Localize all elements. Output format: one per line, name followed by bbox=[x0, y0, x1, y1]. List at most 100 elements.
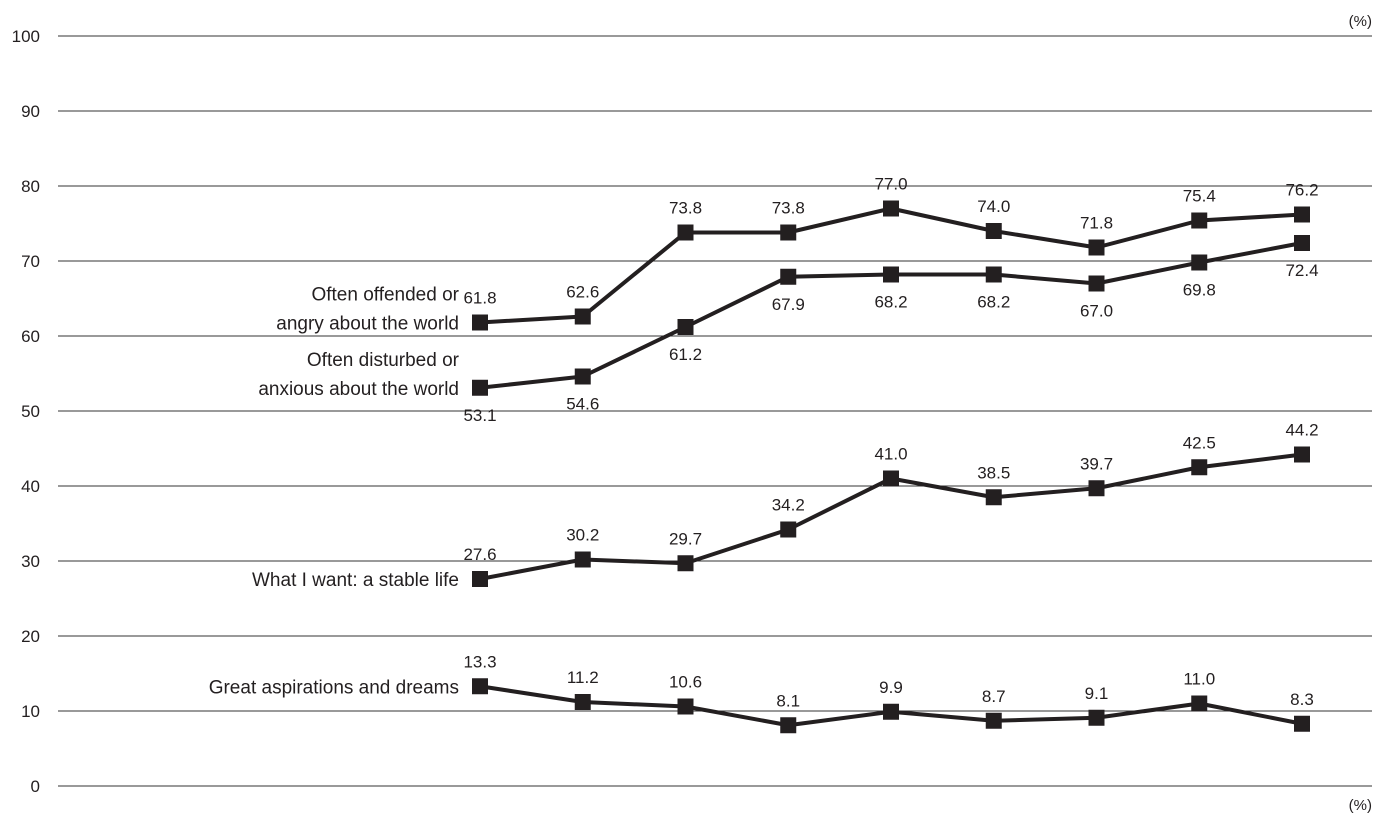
series-2-data-label-9: 72.4 bbox=[1285, 261, 1318, 280]
series-3-name-line-1: What I want: a stable life bbox=[252, 570, 459, 591]
series-3-marker-6 bbox=[985, 489, 1002, 506]
series-2-data-label-4: 67.9 bbox=[772, 295, 805, 314]
series-3-data-label-3: 29.7 bbox=[669, 529, 702, 548]
series-2-marker-3 bbox=[677, 319, 694, 335]
series-1-marker-6 bbox=[985, 223, 1002, 239]
series-3-marker-3 bbox=[677, 555, 694, 572]
series-2-data-label-8: 69.8 bbox=[1183, 281, 1216, 300]
series-4-data-label-1: 13.3 bbox=[463, 652, 496, 671]
series-4-data-label-9: 8.3 bbox=[1290, 690, 1314, 709]
series-1-marker-5 bbox=[883, 200, 899, 217]
series-1-data-label-7: 71.8 bbox=[1080, 214, 1113, 233]
y-tick-label-10: 10 bbox=[21, 702, 40, 721]
series-3-marker-7 bbox=[1088, 480, 1105, 497]
series-1: 61.8 62.6 73.8 73.8 77.0 74.0 71.8 75.4 76.2 Ofte… bbox=[276, 175, 1318, 335]
series-3-marker-4 bbox=[780, 521, 797, 538]
series-2-data-label-1: 53.1 bbox=[463, 406, 496, 425]
series-4-data-label-8: 11.0 bbox=[1183, 670, 1215, 689]
series-4-data-label-5: 9.9 bbox=[879, 678, 903, 697]
series-3-marker-9 bbox=[1294, 446, 1310, 463]
series-4: 13.3 11.2 10.6 8.1 9.9 8.7 9.1 11.0 8.3 Great asp… bbox=[209, 652, 1314, 734]
series-1-data-label-2: 62.6 bbox=[566, 283, 599, 302]
y-tick-label-40: 40 bbox=[21, 477, 40, 496]
series-4-marker-8 bbox=[1191, 695, 1208, 712]
series-3-data-label-1: 27.6 bbox=[463, 545, 496, 564]
series-2-data-label-2: 54.6 bbox=[566, 395, 599, 414]
series-4-data-label-7: 9.1 bbox=[1085, 684, 1109, 703]
series-4-marker-7 bbox=[1088, 709, 1105, 726]
series-4-marker-3 bbox=[677, 698, 694, 715]
series-3-data-label-5: 41.0 bbox=[874, 445, 907, 464]
series-4-name-line-1: Great aspirations and dreams bbox=[209, 677, 459, 698]
series-4-name: Great aspirations and dreams bbox=[209, 677, 459, 698]
series-3-data-label-7: 39.7 bbox=[1080, 454, 1113, 473]
series-3-name: What I want: a stable life bbox=[252, 570, 459, 591]
y-tick-label-50: 50 bbox=[21, 402, 40, 421]
series-1-marker-7 bbox=[1088, 239, 1105, 256]
series-1-data-label-5: 77.0 bbox=[874, 175, 907, 194]
series-3-marker-5 bbox=[883, 470, 899, 487]
series-1-marker-1 bbox=[472, 314, 488, 331]
series-2-name-line-2: anxious about the world bbox=[258, 379, 459, 400]
series-2-data-label-7: 67.0 bbox=[1080, 302, 1113, 321]
series-4-marker-1 bbox=[472, 678, 488, 695]
y-unit-bottom: (%) bbox=[1349, 797, 1372, 814]
y-tick-label-100: 100 bbox=[12, 27, 40, 46]
series-1-name-line-1: Often offended or bbox=[311, 285, 459, 306]
series-4-marker-4 bbox=[780, 717, 797, 734]
series-1-data-label-4: 73.8 bbox=[772, 199, 805, 218]
series-2-name-line-1: Often disturbed or bbox=[307, 350, 460, 371]
series-group: 61.8 62.6 73.8 73.8 77.0 74.0 71.8 75.4 76.2 Ofte… bbox=[209, 175, 1319, 734]
series-2-marker-2 bbox=[574, 368, 591, 385]
series-3-marker-2 bbox=[574, 551, 591, 568]
y-tick-label-30: 30 bbox=[21, 552, 40, 571]
series-2-data-label-3: 61.2 bbox=[669, 345, 702, 364]
y-tick-label-20: 20 bbox=[21, 627, 40, 646]
y-unit-top: (%) bbox=[1349, 13, 1372, 30]
series-2-data-label-6: 68.2 bbox=[977, 293, 1010, 312]
series-3-marker-1 bbox=[472, 571, 488, 587]
y-axis-ticks: 0 10 20 30 40 50 60 70 80 90 100 bbox=[12, 27, 40, 796]
series-1-marker-9 bbox=[1294, 206, 1310, 223]
series-2-marker-4 bbox=[780, 268, 797, 285]
series-2-marker-7 bbox=[1088, 275, 1105, 292]
gridlines bbox=[58, 35, 1372, 787]
series-4-data-label-4: 8.1 bbox=[776, 691, 800, 710]
series-4-data-label-2: 11.2 bbox=[567, 668, 599, 687]
series-1-data-label-8: 75.4 bbox=[1183, 187, 1216, 206]
series-1-marker-2 bbox=[574, 308, 591, 325]
series-2: 53.1 54.6 61.2 67.9 68.2 68.2 67.0 69.8 72.4 Ofte… bbox=[258, 235, 1319, 425]
series-4-data-label-6: 8.7 bbox=[982, 687, 1006, 706]
y-tick-label-60: 60 bbox=[21, 327, 40, 346]
y-tick-label-0: 0 bbox=[31, 777, 40, 796]
series-2-marker-8 bbox=[1191, 254, 1208, 271]
series-1-name-line-2: angry about the world bbox=[276, 314, 459, 335]
y-tick-label-70: 70 bbox=[21, 252, 40, 271]
series-3-data-label-2: 30.2 bbox=[566, 526, 599, 545]
series-4-marker-5 bbox=[883, 703, 899, 720]
series-1-marker-8 bbox=[1191, 212, 1208, 229]
series-2-data-label-5: 68.2 bbox=[874, 293, 907, 312]
series-2-marker-6 bbox=[985, 266, 1002, 283]
series-2-marker-1 bbox=[472, 379, 488, 396]
series-4-data-label-3: 10.6 bbox=[669, 673, 702, 692]
series-4-marker-2 bbox=[574, 694, 591, 710]
series-3-data-label-6: 38.5 bbox=[977, 463, 1010, 482]
series-1-marker-4 bbox=[780, 224, 797, 241]
series-2-name: Often disturbed or anxious about the worl… bbox=[258, 350, 459, 400]
series-1-name: Often offended or angry about the world bbox=[276, 285, 459, 335]
y-tick-label-90: 90 bbox=[21, 102, 40, 121]
series-4-marker-6 bbox=[985, 712, 1002, 729]
series-3-data-label-9: 44.2 bbox=[1285, 421, 1318, 440]
series-1-data-label-9: 76.2 bbox=[1285, 181, 1318, 200]
series-3-marker-8 bbox=[1191, 459, 1208, 476]
series-3-data-label-8: 42.5 bbox=[1183, 433, 1216, 452]
series-1-data-label-3: 73.8 bbox=[669, 199, 702, 218]
series-3-data-label-4: 34.2 bbox=[772, 496, 805, 515]
y-tick-label-80: 80 bbox=[21, 177, 40, 196]
series-2-line bbox=[479, 241, 1303, 390]
series-1-marker-3 bbox=[677, 224, 694, 241]
series-4-marker-9 bbox=[1294, 715, 1310, 732]
series-1-data-label-1: 61.8 bbox=[463, 289, 496, 308]
